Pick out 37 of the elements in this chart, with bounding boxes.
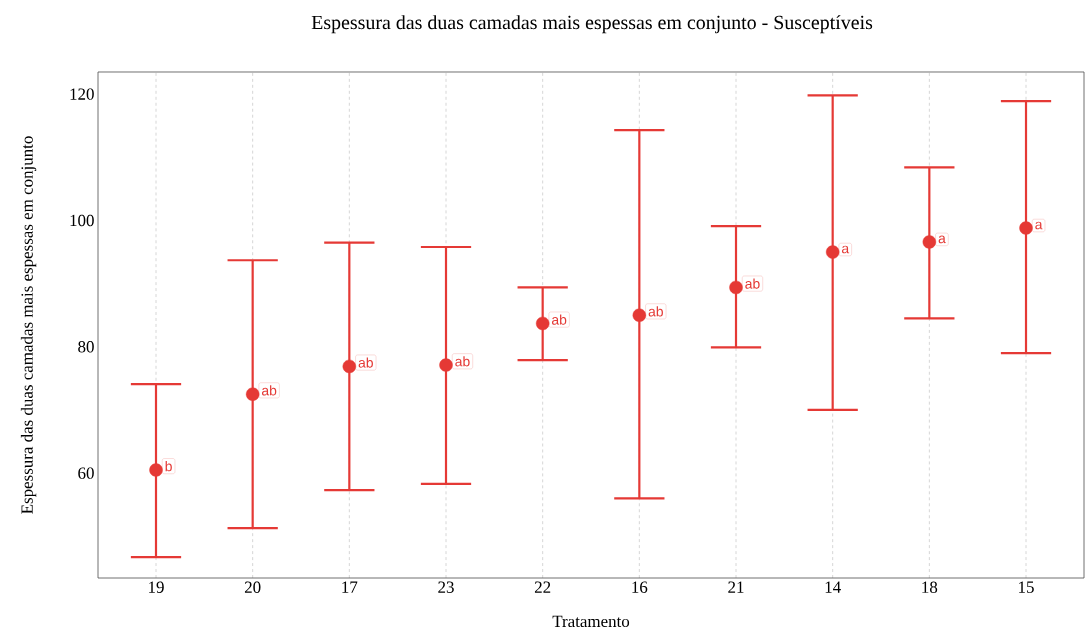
data-label: a [1035, 221, 1043, 230]
x-axis-title: Tratamento [552, 615, 630, 628]
data-label: ab [551, 314, 567, 325]
point [439, 358, 453, 372]
point [922, 235, 937, 249]
data-label: a [938, 235, 946, 244]
data-label: ab [745, 278, 760, 289]
data-label: a [841, 245, 850, 254]
data-label: b [165, 461, 172, 472]
x-tick-label: 22 [534, 581, 551, 593]
data-label: ab [455, 356, 470, 367]
point [342, 359, 357, 374]
x-tick-label: 23 [438, 581, 454, 593]
x-tick-label: 19 [149, 581, 164, 593]
point [535, 316, 550, 331]
chart-title: Espessura das duas camadas mais espessas em conjunto - Susceptíveis [311, 15, 873, 34]
point [245, 387, 260, 401]
x-tick-label: 17 [342, 581, 358, 593]
x-tick-label: 21 [728, 581, 744, 593]
point [729, 280, 743, 295]
point [825, 245, 840, 259]
point [149, 463, 163, 477]
data-label: ab [648, 306, 663, 317]
x-tick-label: 20 [244, 581, 261, 593]
y-axis-title: Espessura das duas camadas mais espessas em conjunto [20, 136, 37, 514]
x-tick-label: 15 [1019, 581, 1034, 593]
point [632, 308, 647, 322]
data-label: ab [358, 357, 373, 368]
x-tick-label: 14 [825, 581, 841, 593]
x-tick-label: 16 [632, 581, 648, 593]
y-tick-label: 120 [70, 88, 94, 100]
data-label: ab [261, 385, 277, 396]
y-tick-label: 80 [78, 341, 94, 353]
y-tick-label: 100 [70, 214, 94, 227]
x-tick-label: 18 [922, 581, 938, 593]
y-tick-label: 60 [78, 467, 94, 479]
point [1019, 221, 1033, 235]
